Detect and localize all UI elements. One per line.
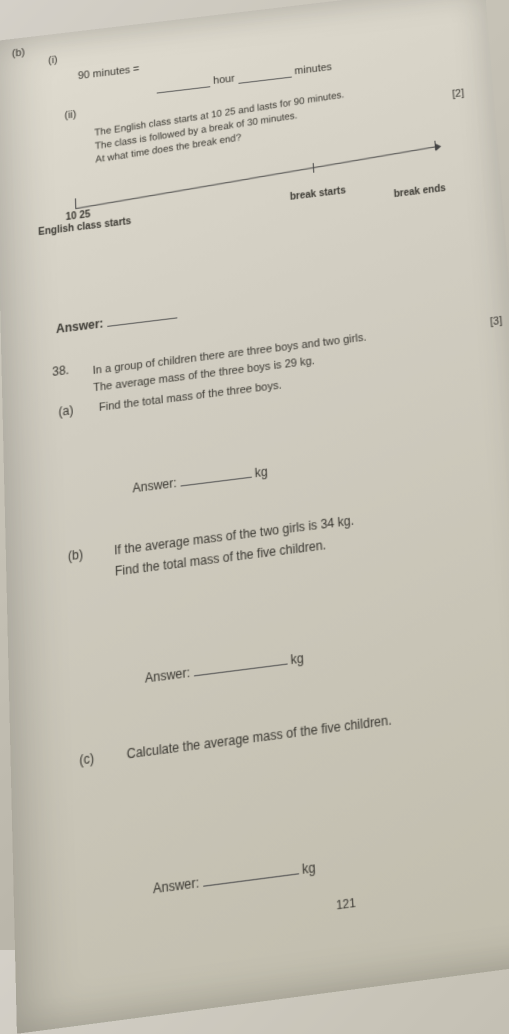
q38-b-answer-label: Answer: — [145, 665, 191, 686]
tick-mid — [313, 163, 315, 173]
q37-i-label: (i) — [48, 54, 58, 66]
blank-hour[interactable] — [156, 76, 210, 94]
q38-b-unit: kg — [290, 651, 304, 668]
q38-c-answer-blank[interactable] — [202, 859, 298, 887]
q37-answer-label: Answer: — [56, 316, 104, 336]
q38-b-answer-blank[interactable] — [193, 650, 287, 677]
q37-answer-blank[interactable] — [106, 304, 177, 326]
page-number: 121 — [336, 897, 356, 913]
q37-marks: [2] — [452, 87, 465, 100]
q38-a-label: (a) — [58, 403, 73, 419]
blank-minutes[interactable] — [238, 66, 292, 84]
q38-a-answer-label: Answer: — [132, 476, 177, 496]
q38-c-unit: kg — [302, 860, 316, 878]
q37-ii-label: (ii) — [64, 109, 76, 122]
q38-marks: [3] — [490, 315, 503, 328]
q38-c-label: (c) — [79, 751, 94, 768]
q38-c-text: Calculate the average mass of the five c… — [126, 713, 392, 762]
q38-a-answer-blank[interactable] — [180, 463, 252, 486]
q37-answer: Answer: — [56, 304, 177, 336]
q38-number: 38. — [52, 363, 69, 379]
timeline-end-label: break ends — [394, 183, 447, 200]
timeline-container: 10 25 English class starts break starts … — [43, 5, 457, 54]
tick-start — [75, 198, 76, 208]
q38-c-answer-label: Answer: — [153, 875, 200, 897]
q37-b-label: (b) — [12, 47, 25, 60]
q38-a-unit: kg — [254, 464, 268, 480]
q37-i-prefix: 90 minutes = — [78, 63, 140, 82]
q38-b-answer: Answer: kg — [144, 647, 304, 686]
q37-i-prefix-text: 90 minutes = — [78, 63, 140, 82]
q37-i-fill: hour minutes — [156, 60, 332, 94]
q38-a-answer: Answer: kg — [132, 461, 268, 495]
unit-minutes: minutes — [294, 61, 332, 77]
q38-b-label: (b) — [68, 547, 84, 564]
unit-hour: hour — [213, 73, 235, 87]
timeline-mid-label: break starts — [290, 185, 346, 202]
q38-c-answer: Answer: kg — [153, 856, 316, 896]
